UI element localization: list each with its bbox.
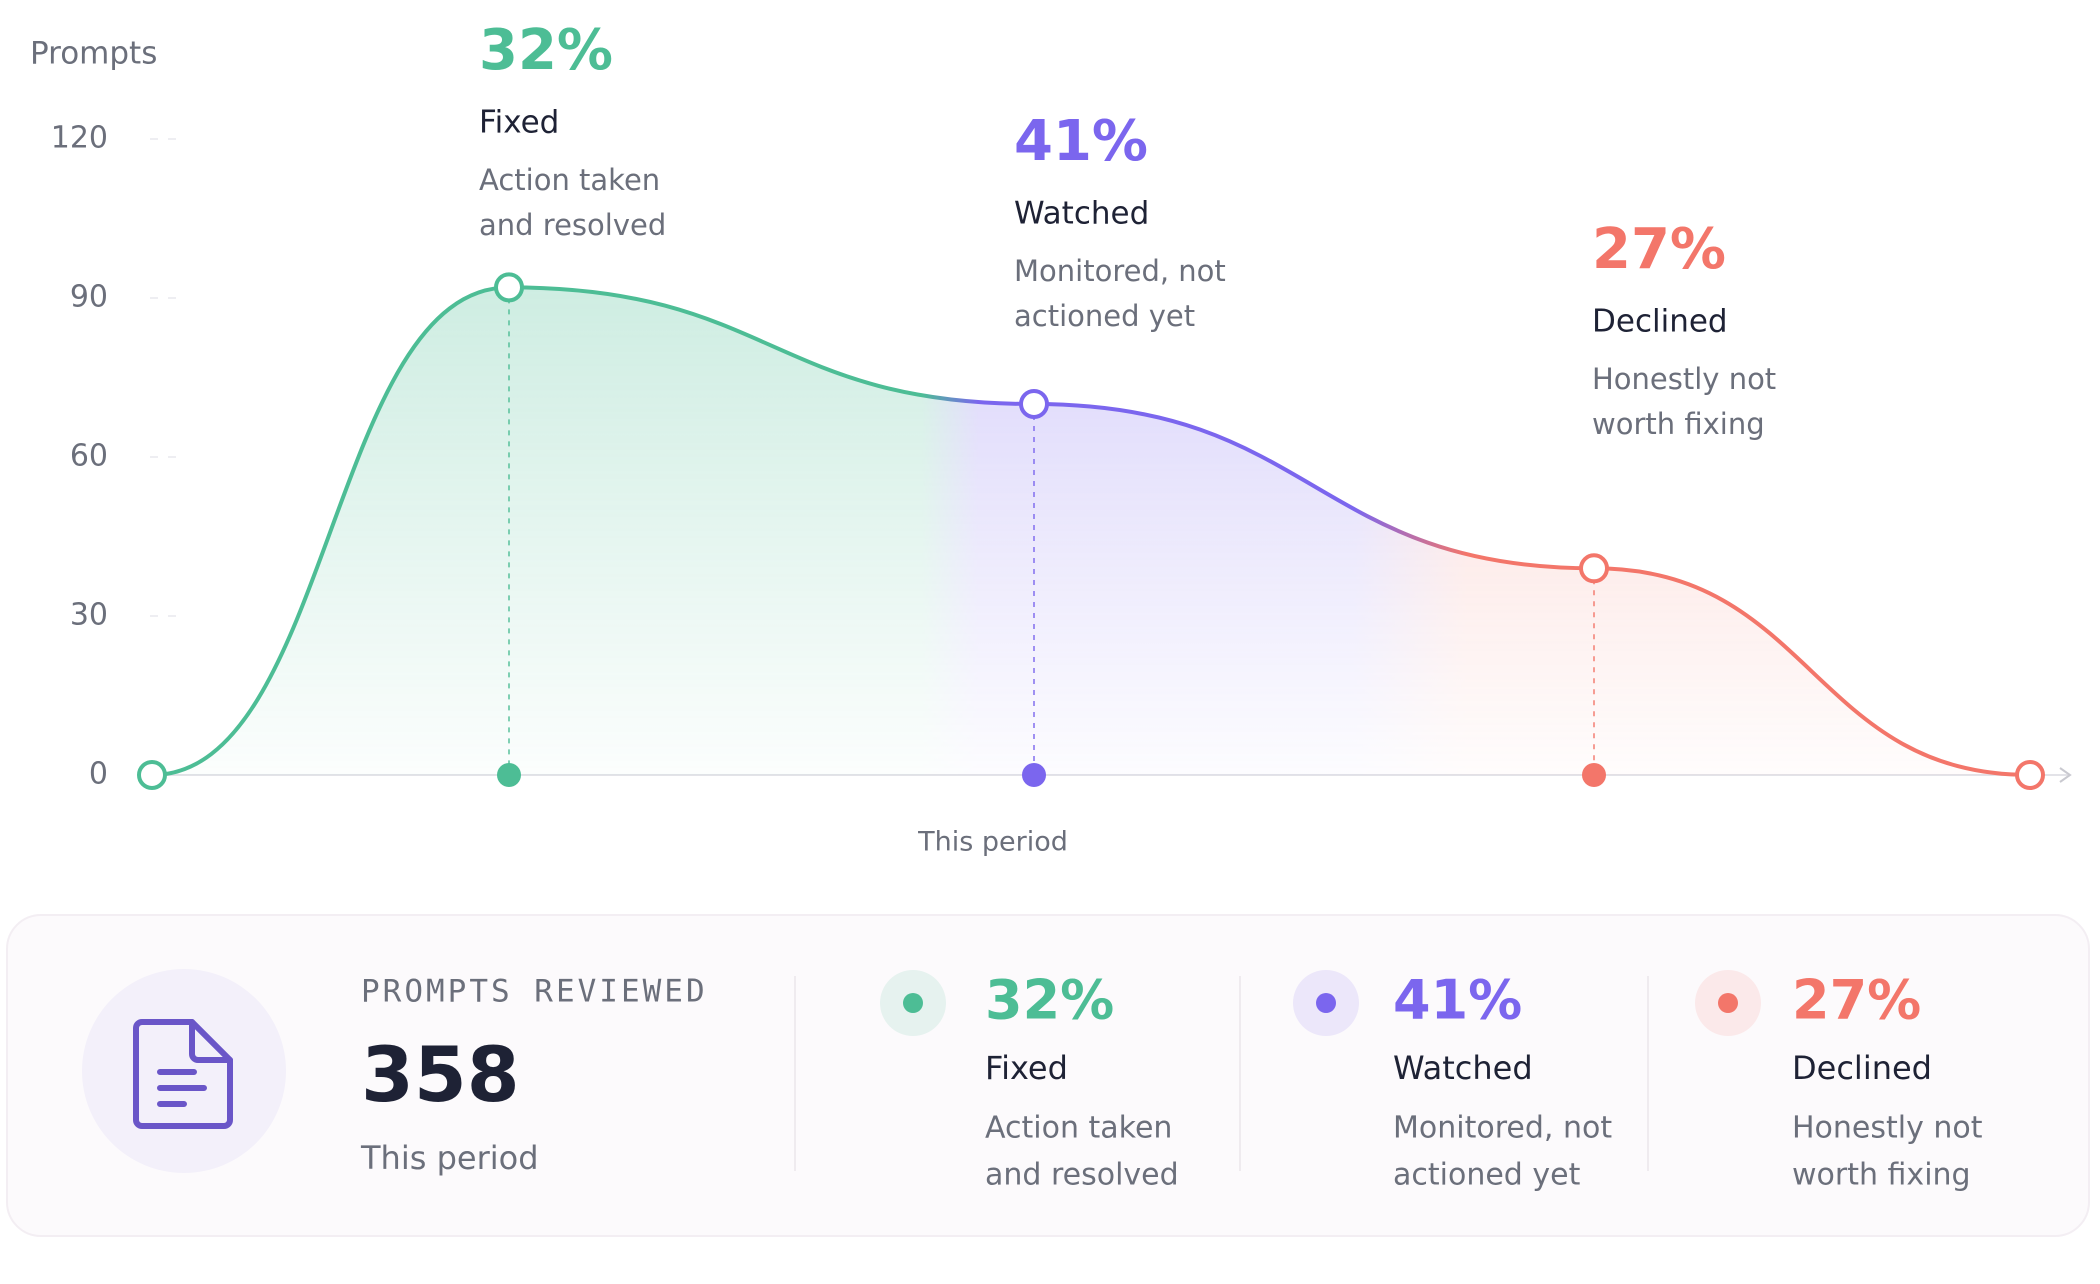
summary-items: 32% Fixed Action taken and resolved 41% Watch… bbox=[880, 969, 1983, 1193]
annotation-title: Fixed bbox=[479, 105, 559, 141]
item-name: Watched bbox=[1393, 1049, 1533, 1087]
point bbox=[2015, 760, 2045, 790]
annotation-text: Action taken bbox=[479, 163, 660, 197]
plot: 0 30 60 90 120 32% Fixed Action taken and resolv… bbox=[51, 18, 2072, 792]
item-text: Monitored, not bbox=[1393, 1111, 1612, 1146]
annotation-text: worth fixing bbox=[1592, 407, 1765, 441]
point bbox=[137, 760, 167, 790]
base-dot bbox=[1022, 763, 1046, 787]
item-text: worth fixing bbox=[1792, 1158, 1971, 1193]
item-dot bbox=[1316, 993, 1336, 1013]
y-tick-label: 0 bbox=[89, 757, 108, 792]
item-text: and resolved bbox=[985, 1158, 1179, 1193]
base-dot bbox=[497, 763, 521, 787]
y-tick-label: 90 bbox=[70, 280, 108, 315]
axis-arrow bbox=[2059, 767, 2072, 783]
y-axis-label: Prompts bbox=[30, 36, 157, 72]
summary-title: PROMPTS REVIEWED bbox=[361, 974, 708, 1010]
annotation-percent: 27% bbox=[1592, 217, 1726, 282]
annotation-text: and resolved bbox=[479, 208, 666, 242]
item-text: Honestly not bbox=[1792, 1111, 1983, 1146]
annotation-title: Declined bbox=[1592, 304, 1728, 340]
item-dot bbox=[903, 993, 923, 1013]
item-name: Fixed bbox=[985, 1049, 1068, 1087]
y-tick-label: 120 bbox=[51, 121, 108, 156]
annotation-title: Watched bbox=[1014, 196, 1149, 232]
annotation-text: Honestly not bbox=[1592, 362, 1776, 396]
point bbox=[1579, 553, 1609, 584]
y-tick-label: 30 bbox=[70, 598, 108, 633]
base-dot bbox=[1582, 763, 1606, 787]
summary-card bbox=[6, 914, 2090, 1237]
point bbox=[1019, 389, 1049, 419]
item-percent: 27% bbox=[1792, 969, 1921, 1032]
item-text: actioned yet bbox=[1393, 1158, 1581, 1193]
item-text: Action taken bbox=[985, 1111, 1172, 1146]
item-dot bbox=[1718, 993, 1738, 1013]
item-percent: 41% bbox=[1393, 969, 1522, 1032]
x-axis-label: This period bbox=[917, 827, 1068, 858]
y-tick-label: 60 bbox=[70, 439, 108, 474]
summary-caption: This period bbox=[360, 1139, 539, 1177]
point bbox=[494, 272, 524, 303]
annotation-text: actioned yet bbox=[1014, 299, 1195, 333]
summary-total: 358 bbox=[361, 1030, 520, 1119]
annotation-percent: 32% bbox=[479, 18, 613, 83]
document-icon bbox=[133, 1019, 233, 1129]
item-name: Declined bbox=[1792, 1049, 1932, 1087]
area-fill bbox=[152, 287, 2030, 775]
annotation-percent: 41% bbox=[1014, 109, 1148, 174]
dividers bbox=[794, 976, 1649, 1171]
annotation-text: Monitored, not bbox=[1014, 254, 1226, 288]
item-percent: 32% bbox=[985, 969, 1114, 1032]
